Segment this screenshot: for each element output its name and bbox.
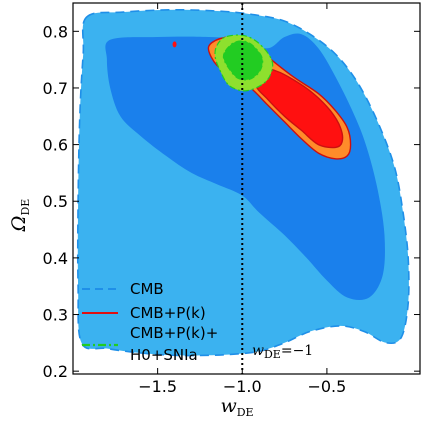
legend-cmbpk-label: CMB+P(k) [130,304,206,322]
legend-cmb-label: CMB [130,280,164,298]
plot-frame [72,2,421,375]
x-axis-label-main: w [220,395,236,417]
x-tick-label-0: −1.5 [138,377,177,396]
contour-regions [76,8,410,357]
y-axis-label-sub: DE [19,199,32,216]
isolated-contour-region [172,41,177,48]
contour-cmb-pk-h0-snia-68 [222,40,264,81]
y-tick-label-4: 0.6 [43,136,68,155]
y-axis-label: ΩDE [8,199,32,233]
legend-combined-label-line2: H0+SNIa [130,346,198,364]
y-axis-ticks: 0.2 0.3 0.4 0.5 0.6 0.7 0.8 [43,22,420,381]
y-tick-label-0: 0.2 [43,362,68,381]
x-axis-label: wDE [220,395,253,419]
contour-cmb-pk-68 [254,66,344,149]
x-tick-label-2: −0.5 [307,377,346,396]
reference-line-label-sub: DE [264,348,281,361]
y-axis-label-main: Ω [8,216,30,233]
reference-line-label-suffix: =−1 [281,343,313,359]
x-tick-label-1: −1.0 [223,377,262,396]
reference-line-label: wDE=−1 [252,343,313,361]
y-tick-label-3: 0.5 [43,192,68,211]
y-tick-label-5: 0.7 [43,79,68,98]
x-axis-ticks: −1.5 −1.0 −0.5 [138,3,346,396]
y-tick-label-1: 0.3 [43,306,68,325]
y-tick-label-2: 0.4 [43,249,68,268]
x-axis-label-sub: DE [237,406,254,419]
legend: CMB CMB+P(k) CMB+P(k)+ H0+SNIa [82,280,218,364]
legend-combined-label-line1: CMB+P(k)+ [130,324,218,342]
reference-line-label-main: w [252,343,264,359]
y-tick-label-6: 0.8 [43,22,68,41]
